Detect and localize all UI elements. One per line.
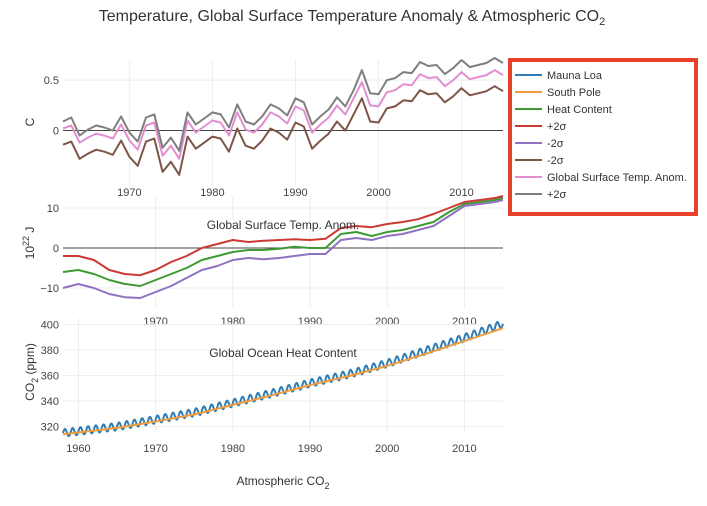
temperature-x-tick-label: 1980	[200, 187, 224, 199]
co2-y-tick-label: 320	[41, 422, 59, 434]
legend: Mauna Loa South Pole Heat Content +2σ -2σ -2σ…	[508, 58, 698, 216]
temperature-x-tick-label: 2000	[366, 187, 390, 199]
temperature-series-global-surface-temp-anom	[62, 69, 504, 160]
legend-label: Mauna Loa	[547, 70, 603, 82]
legend-label: +2σ	[547, 121, 567, 133]
legend-item[interactable]: +2σ	[515, 189, 567, 201]
legend-item[interactable]: Global Surface Temp. Anom.	[515, 172, 687, 184]
co2-x-tick-label: 2000	[375, 443, 399, 455]
legend-item[interactable]: +2σ	[515, 121, 567, 133]
temperature-series-minus-2sigma	[62, 85, 504, 176]
co2-tick-labels: 1960 1970 1980 1990 2000 2010 320 340 360 380 400	[41, 319, 477, 455]
y-axis-title-heat-content: 1022 J	[21, 227, 37, 260]
legend-item[interactable]: -2σ	[515, 155, 564, 167]
temperature-tick-labels: 1970 1980 1990 2000 2010 0 0.5	[44, 75, 474, 199]
co2-x-tick-label: 1980	[221, 443, 245, 455]
ocean-heat-series-plusminus-2sigma	[63, 195, 504, 277]
co2-x-tick-label: 1960	[66, 443, 90, 455]
co2-y-tick-label: 360	[41, 371, 59, 383]
temperature-y-tick-label: 0	[53, 126, 59, 138]
legend-item[interactable]: Heat Content	[515, 104, 612, 116]
panel-temperature: 1970 1980 1990 2000 2010 0 0.5	[44, 57, 504, 199]
ocean-heat-y-tick-label: 0	[53, 243, 59, 255]
ocean-heat-series-heat-content	[62, 197, 504, 287]
co2-x-tick-label: 1970	[143, 443, 167, 455]
legend-item[interactable]: -2σ	[515, 138, 564, 150]
subplot-title-ocean-heat: Global Ocean Heat Content	[209, 346, 357, 360]
legend-highlight-box	[508, 58, 698, 216]
legend-label: +2σ	[547, 189, 567, 201]
temperature-series-plusminus-2sigma	[62, 57, 504, 152]
legend-label: Global Surface Temp. Anom.	[547, 172, 687, 184]
chart-title: Temperature, Global Surface Temperature …	[99, 8, 606, 28]
ocean-heat-gridlines	[63, 196, 503, 308]
co2-series-south-pole	[62, 327, 504, 436]
x-axis-title: Atmospheric CO2	[236, 474, 329, 491]
legend-item[interactable]: Mauna Loa	[515, 70, 603, 82]
ocean-heat-y-tick-label: −10	[40, 283, 59, 295]
ocean-heat-series-minus-2sigma	[62, 199, 504, 299]
legend-label: Heat Content	[547, 104, 612, 116]
legend-item[interactable]: South Pole	[515, 87, 601, 99]
legend-label: -2σ	[547, 155, 564, 167]
legend-label: South Pole	[547, 87, 601, 99]
temperature-x-tick-label: 2010	[449, 187, 473, 199]
co2-x-tick-label: 1990	[298, 443, 322, 455]
legend-label: -2σ	[547, 138, 564, 150]
subplot-title-temp-anomaly: Global Surface Temp. Anom.	[207, 218, 360, 232]
panel-co2: 1960 1970 1980 1990 2000 2010 320 340 360 380 400	[41, 318, 504, 455]
co2-y-tick-label: 400	[41, 319, 59, 331]
temperature-series-lines	[62, 57, 504, 176]
co2-series-mauna-loa	[62, 321, 504, 438]
y-axis-title-temperature: C	[23, 117, 37, 126]
co2-x-tick-label: 2010	[452, 443, 476, 455]
co2-y-tick-label: 380	[41, 345, 59, 357]
ocean-heat-y-tick-label: 10	[47, 203, 59, 215]
temperature-x-tick-label: 1970	[117, 187, 141, 199]
y-axis-title-co2: CO2 (ppm)	[23, 343, 40, 401]
co2-y-tick-label: 340	[41, 396, 59, 408]
temperature-y-tick-label: 0.5	[44, 75, 59, 87]
temperature-x-tick-label: 1990	[283, 187, 307, 199]
co2-series-lines	[62, 321, 504, 438]
ocean-heat-series-lines	[62, 195, 504, 299]
